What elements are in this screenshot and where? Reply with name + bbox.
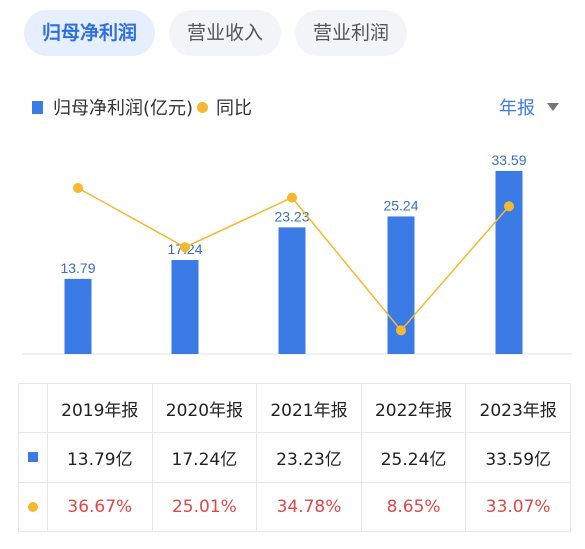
chart-bar (278, 227, 306, 354)
table-header-2023: 2023年报 (465, 382, 571, 434)
line-legend-label: 同比 (216, 98, 253, 119)
line-legend-icon (197, 101, 209, 113)
bar-square-icon (28, 452, 38, 463)
profit-cell-2023: 33.59亿 (465, 432, 571, 483)
chart-bar (64, 278, 92, 354)
yoy-cell-2021: 34.78% (256, 481, 362, 533)
profit-cell-2021: 23.23亿 (256, 432, 362, 483)
yoy-point (73, 183, 83, 193)
yoy-cell-2022: 8.65% (360, 481, 467, 533)
table-row-yoy: 36.67% 25.01% 34.78% 8.65% 33.07% (18, 481, 571, 533)
table-header-2019: 2019年报 (47, 382, 153, 434)
bar-legend-icon (32, 100, 43, 114)
bar-value-label: 13.79 (60, 260, 95, 276)
bar-legend-label: 归母净利润(亿元) (53, 98, 194, 119)
bar-value-label: 33.59 (491, 152, 526, 168)
tab-operating-revenue[interactable]: 营业收入 (169, 10, 282, 56)
profit-row-marker (18, 432, 48, 483)
metric-tabs: 归母净利润 营业收入 营业利润 (24, 10, 408, 56)
table-row-profit: 13.79亿 17.24亿 23.23亿 25.24亿 33.59亿 (18, 432, 571, 483)
yoy-point (287, 192, 297, 203)
bar-value-label: 23.23 (274, 208, 309, 224)
profit-cell-2020: 17.24亿 (151, 432, 258, 483)
profit-cell-2022: 25.24亿 (360, 432, 467, 483)
period-label: 年报 (499, 98, 535, 119)
chart-bar (495, 170, 523, 354)
profit-cell-2019: 13.79亿 (47, 432, 153, 483)
chart-bar (171, 260, 199, 354)
yoy-cell-2020: 25.01% (151, 481, 258, 533)
yoy-cell-2019: 36.67% (47, 481, 153, 533)
yoy-point (180, 242, 190, 253)
chart-legend: 归母净利润(亿元) 同比 (32, 94, 252, 120)
tab-net-profit-parent[interactable]: 归母净利润 (24, 10, 156, 56)
data-table: 2019年报 2020年报 2021年报 2022年报 2023年报 13.79… (18, 382, 571, 533)
table-header-row: 2019年报 2020年报 2021年报 2022年报 2023年报 (18, 382, 571, 434)
table-header-2021: 2021年报 (256, 382, 362, 434)
yoy-row-marker (18, 481, 48, 533)
tab-operating-profit[interactable]: 营业利润 (295, 10, 408, 56)
period-dropdown[interactable]: 年报 (499, 94, 559, 120)
dot-icon (28, 501, 38, 512)
bar-value-label: 25.24 (383, 197, 418, 213)
table-header-2020: 2020年报 (151, 382, 258, 434)
table-corner-cell (18, 382, 48, 434)
yoy-point (504, 201, 514, 212)
table-header-2022: 2022年报 (360, 382, 467, 434)
chevron-down-icon (547, 103, 559, 111)
yoy-point (396, 325, 406, 336)
yoy-cell-2023: 33.07% (465, 481, 571, 533)
